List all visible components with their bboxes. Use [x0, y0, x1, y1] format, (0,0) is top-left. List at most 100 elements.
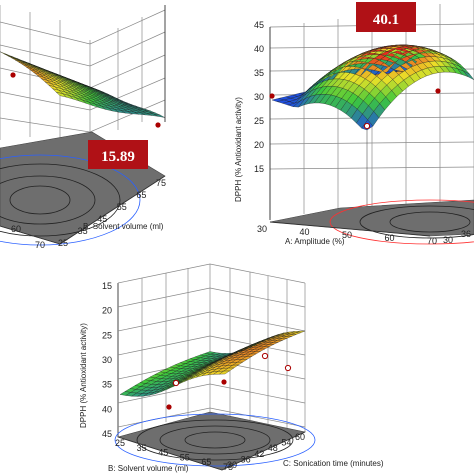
panel-2-y-ticks: 30 36	[443, 229, 471, 245]
panel-1-y-tick: 35	[78, 226, 88, 236]
panel-3-z-gridline	[117, 383, 306, 404]
panel-2-z-axis-label: DPPH (% Antioxidant activity)	[234, 97, 243, 202]
panel-2-callout-box	[356, 2, 416, 32]
panel-3-surface	[119, 330, 306, 397]
panel-3-z-tick: 30	[102, 355, 112, 365]
panel-2-x-ticks: 30 40 50 60 70	[257, 224, 437, 246]
panel-2-x-tick: 40	[299, 227, 309, 237]
panel-3-z-tick: 25	[102, 330, 112, 340]
panel-3-z-gridlines	[117, 263, 306, 428]
panel-2-surface-cell	[463, 70, 474, 80]
panel-3-contour	[136, 419, 294, 461]
panel-3-x-ticks: 25 35 45 55 65 75	[115, 438, 233, 472]
panel-2-z-tick: 20	[254, 140, 264, 150]
panel-2-contour	[359, 205, 474, 239]
panel-1-contour	[0, 154, 141, 246]
panel-3-floor-contours	[114, 413, 316, 467]
panel-3-surface-cell	[136, 393, 149, 397]
panel-1-x-ticks: 60 70	[11, 224, 45, 250]
panel-3-y-axis-label: C: Sonication time (minutes)	[283, 459, 384, 468]
panel-3-x-tick: 45	[158, 448, 168, 458]
panel-3-contour	[114, 413, 316, 467]
panel-2-x-tick: 70	[427, 236, 437, 246]
panel-3-x-axis-label: B: Solvent volume (ml)	[108, 464, 189, 473]
panel-3-y-tick: 48	[268, 443, 278, 453]
panel-2-z-tick: 30	[254, 92, 264, 102]
panel-2-design-point	[363, 122, 371, 130]
panel-3-z-gridline	[117, 311, 306, 332]
panel-3-design-point	[166, 404, 172, 410]
panel-1-x-tick: 70	[35, 240, 45, 250]
panel-1-y-tick: 55	[117, 202, 127, 212]
panel-3-z-gridline	[117, 335, 306, 356]
panel-3-contour	[159, 425, 271, 455]
panel-3-z-tick: 15	[102, 281, 112, 291]
panel-3-floor	[116, 411, 306, 471]
panel-2-z-tick: 35	[254, 68, 264, 78]
panel-1-y-ticks: 25 35 45 55 65 75	[58, 178, 166, 248]
panel-1-design-point	[155, 122, 161, 128]
panel-3-y-tick: 42	[254, 449, 264, 459]
panel-1-surface-cell	[153, 113, 166, 118]
panel-2-z-tick: 45	[254, 20, 264, 30]
panel-1-y-axis-label: B: Solvent volume (ml)	[83, 222, 164, 231]
panel-2-y-tick: 30	[443, 235, 453, 245]
panel-3-x-tick: 25	[115, 438, 125, 448]
panel-1-x-tick: 60	[11, 224, 21, 234]
panel-1-walls	[0, 5, 166, 140]
panel-1-surface	[0, 51, 166, 118]
panel-2-x-tick: 60	[384, 233, 394, 243]
panel-2-x-tick: 50	[342, 230, 352, 240]
panel-3-z-gridline	[117, 263, 306, 284]
panel-2-callout-value: 40.1	[373, 12, 399, 28]
panel-3-z-axis-label: DPPH (% Antioxidant activity)	[79, 323, 88, 428]
panel-1-callout-value: 15.89	[101, 149, 135, 165]
panel-3-x-tick: 75	[223, 462, 233, 472]
panel-2-design-point	[269, 93, 275, 99]
panel-2-floor-contours	[329, 199, 474, 245]
panel-1-y-tick: 25	[58, 238, 68, 248]
panel-2-z-ticks: 45 40 35 30 25 20 15	[254, 20, 264, 174]
panel-1-contour	[0, 163, 121, 237]
panel-3-y-tick: 30	[227, 460, 237, 470]
panel-3-x-tick: 55	[180, 452, 190, 462]
panel-3-design-point	[261, 352, 269, 360]
panel-2-z-tick: 15	[254, 164, 264, 174]
panel-2-contour	[389, 211, 471, 233]
panel-1-callout-box	[88, 140, 148, 169]
panel-3-design-point	[221, 379, 227, 385]
panel-2-x-axis-label: A: Amplitude (%)	[285, 237, 345, 246]
panel-3-y-tick: 54	[281, 438, 291, 448]
panel-2-z-tick: 25	[254, 116, 264, 126]
panel-2-contour	[329, 199, 474, 245]
panel-3-design-point	[172, 379, 180, 387]
panel-2: 45 40 35 30 25 20 15 30 40 50 60 70 30 36 DPPH (% A…	[234, 0, 474, 246]
panel-3-z-tick: 45	[102, 429, 112, 439]
panel-3-z-tick: 40	[102, 404, 112, 414]
panel-3-design-point	[284, 364, 292, 372]
panel-3-x-tick: 65	[201, 457, 211, 467]
panel-3-walls	[117, 264, 306, 437]
panel-1-floor-contours	[0, 154, 141, 246]
panel-1-contour	[9, 185, 71, 215]
panel-1-y-tick: 45	[97, 214, 107, 224]
panel-2-surface-cell	[287, 101, 300, 107]
panel-3-z-gridline	[117, 287, 306, 308]
panel-2-design-point	[435, 88, 441, 94]
panel-1-y-tick: 65	[136, 190, 146, 200]
panel-1: 25 35 45 55 65 75 60 70 B: Solvent volume (ml)…	[0, 5, 166, 250]
panel-3-y-tick: 60	[295, 432, 305, 442]
panel-1-design-point	[10, 72, 16, 78]
panel-3-contour	[184, 431, 246, 449]
panel-3-y-tick: 36	[241, 454, 251, 464]
panel-1-y-tick: 75	[156, 178, 166, 188]
panel-3-z-ticks: 15 20 25 30 35 40 45	[102, 281, 112, 439]
panel-2-surface	[271, 44, 474, 131]
panel-3-x-tick: 35	[137, 443, 147, 453]
panel-2-y-tick: 36	[461, 229, 471, 239]
panel-2-x-tick: 30	[257, 224, 267, 234]
panel-1-contour	[0, 175, 96, 225]
